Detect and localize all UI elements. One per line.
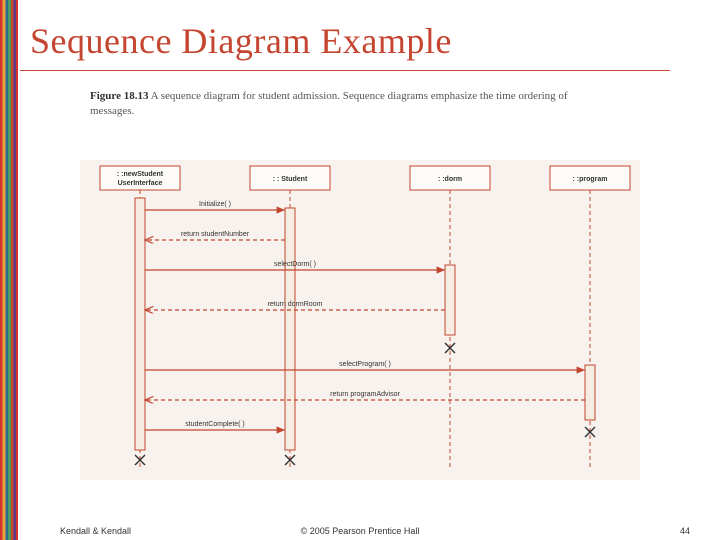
slide-content: Sequence Diagram Example Figure 18.13 A … [30,20,710,120]
svg-text:return studentNumber: return studentNumber [181,231,250,238]
svg-text:return programAdvisor: return programAdvisor [330,391,400,398]
svg-text:return dormRoom: return dormRoom [268,301,323,308]
slide-title: Sequence Diagram Example [30,20,710,62]
svg-text:UserInterface: UserInterface [118,180,163,187]
svg-text:: :dorm: : :dorm [438,176,462,183]
figure-caption-text: A sequence diagram for student admission… [90,90,568,117]
figure-caption: Figure 18.13 A sequence diagram for stud… [90,89,590,120]
svg-text:: : Student: : : Student [273,176,308,183]
title-rule [20,70,670,71]
svg-text:Initialize( ): Initialize( ) [199,201,231,208]
sequence-diagram: : :newStudent UserInterface : : Student : :… [80,150,640,490]
svg-text:: :newStudent: : :newStudent [117,171,164,178]
figure-number: Figure 18.13 [90,90,148,102]
slide-number: 44 [680,526,690,536]
footer-copyright: © 2005 Pearson Prentice Hall [0,526,720,536]
svg-text:selectDorm( ): selectDorm( ) [274,261,316,268]
svg-text:studentComplete( ): studentComplete( ) [185,421,245,428]
svg-text:selectProgram( ): selectProgram( ) [339,361,391,368]
decorative-sidebar [0,0,18,540]
svg-text:: :program: : :program [573,176,608,183]
